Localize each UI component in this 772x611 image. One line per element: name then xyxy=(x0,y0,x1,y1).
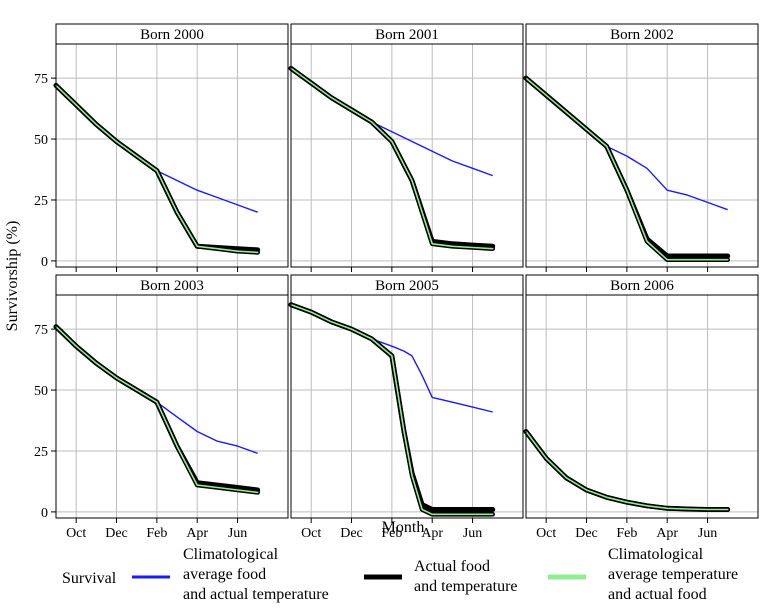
x-axis-label: Month xyxy=(382,519,425,536)
y-tick-label: 25 xyxy=(34,194,48,209)
legend-label-climatological-temperature-line1: Climatological xyxy=(608,546,704,563)
panels: Born 2000 0 25 50 75 Oct Dec Feb Apr Jun Born 2001… xyxy=(34,23,759,541)
panel-title: Born 2006 xyxy=(610,278,674,294)
x-tick-label: Feb xyxy=(146,526,167,541)
legend-label-climatological-food-line2: average food xyxy=(183,566,266,583)
series-line-climatological-temperature xyxy=(290,303,494,516)
legend-label-climatological-food-line1: Climatological xyxy=(183,546,279,563)
x-tick-label: Jun xyxy=(463,526,482,541)
panel-border xyxy=(55,43,289,268)
y-tick-label: 75 xyxy=(34,323,48,338)
y-tick-label: 25 xyxy=(34,445,48,460)
legend-title: Survival xyxy=(62,570,117,587)
y-tick-label: 0 xyxy=(41,506,48,521)
x-tick-label: Apr xyxy=(421,526,443,541)
panel-title: Born 2005 xyxy=(375,278,439,294)
legend-label-actual-line2: and temperature xyxy=(414,578,518,595)
panel-border xyxy=(290,43,524,268)
y-axis-label: Survivorship (%) xyxy=(4,221,21,332)
x-tick-label: Jun xyxy=(228,526,247,541)
x-tick-label: Oct xyxy=(66,526,86,541)
series-line-climatological-temperature xyxy=(525,430,729,511)
plot-background xyxy=(56,44,288,267)
legend: Survival Climatological average food and… xyxy=(62,546,738,603)
panel-title: Born 2000 xyxy=(140,27,204,43)
panel-title: Born 2002 xyxy=(610,27,674,43)
x-tick-label: Dec xyxy=(105,526,128,541)
series-line-climatological-temperature xyxy=(55,84,259,254)
x-tick-label: Jun xyxy=(698,526,717,541)
panel-born-2006: Born 2006 Oct Dec Feb Apr Jun xyxy=(523,274,759,541)
series-line-climatological-temperature xyxy=(55,325,259,494)
y-tick-label: 50 xyxy=(34,384,48,399)
panel-born-2001: Born 2001OctDecFebAprJun xyxy=(288,23,524,290)
panel-border xyxy=(525,43,759,268)
series-line-climatological-temperature xyxy=(290,67,494,250)
plot-background xyxy=(291,295,523,518)
panel-born-2005: Born 2005 Oct Dec Feb Apr Jun xyxy=(288,274,524,541)
x-tick-label: Dec xyxy=(575,526,598,541)
y-tick-label: 50 xyxy=(34,133,48,148)
panel-title: Born 2001 xyxy=(375,27,439,43)
panel-born-2000: Born 20000255075OctDecFebAprJun xyxy=(34,23,289,290)
series-line-climatological-temperature xyxy=(525,77,729,261)
panel-border xyxy=(525,294,759,519)
x-tick-label: Apr xyxy=(186,526,208,541)
plot-background xyxy=(56,295,288,518)
panel-border xyxy=(290,294,524,519)
y-tick-label: 75 xyxy=(34,72,48,87)
legend-label-climatological-temperature-line3: and actual food xyxy=(608,586,707,603)
panel-border xyxy=(55,294,289,519)
x-tick-label: Apr xyxy=(656,526,678,541)
plot-background xyxy=(526,295,758,518)
legend-label-climatological-temperature-line2: average temperature xyxy=(608,566,738,583)
x-tick-label: Oct xyxy=(536,526,556,541)
panel-born-2002: Born 2002OctDecFebAprJun xyxy=(523,23,759,290)
plot-background xyxy=(291,44,523,267)
panel-title: Born 2003 xyxy=(140,278,204,294)
panel-born-2003: Born 2003 0 25 50 75 Oct Dec Feb Apr Jun xyxy=(34,274,289,541)
y-tick-label: 0 xyxy=(41,255,48,270)
x-tick-label: Oct xyxy=(301,526,321,541)
x-tick-label: Feb xyxy=(381,526,402,541)
legend-label-actual-line1: Actual food xyxy=(414,558,490,575)
legend-label-climatological-food-line3: and actual temperature xyxy=(183,586,329,603)
x-tick-label: Feb xyxy=(616,526,637,541)
x-tick-label: Dec xyxy=(340,526,363,541)
